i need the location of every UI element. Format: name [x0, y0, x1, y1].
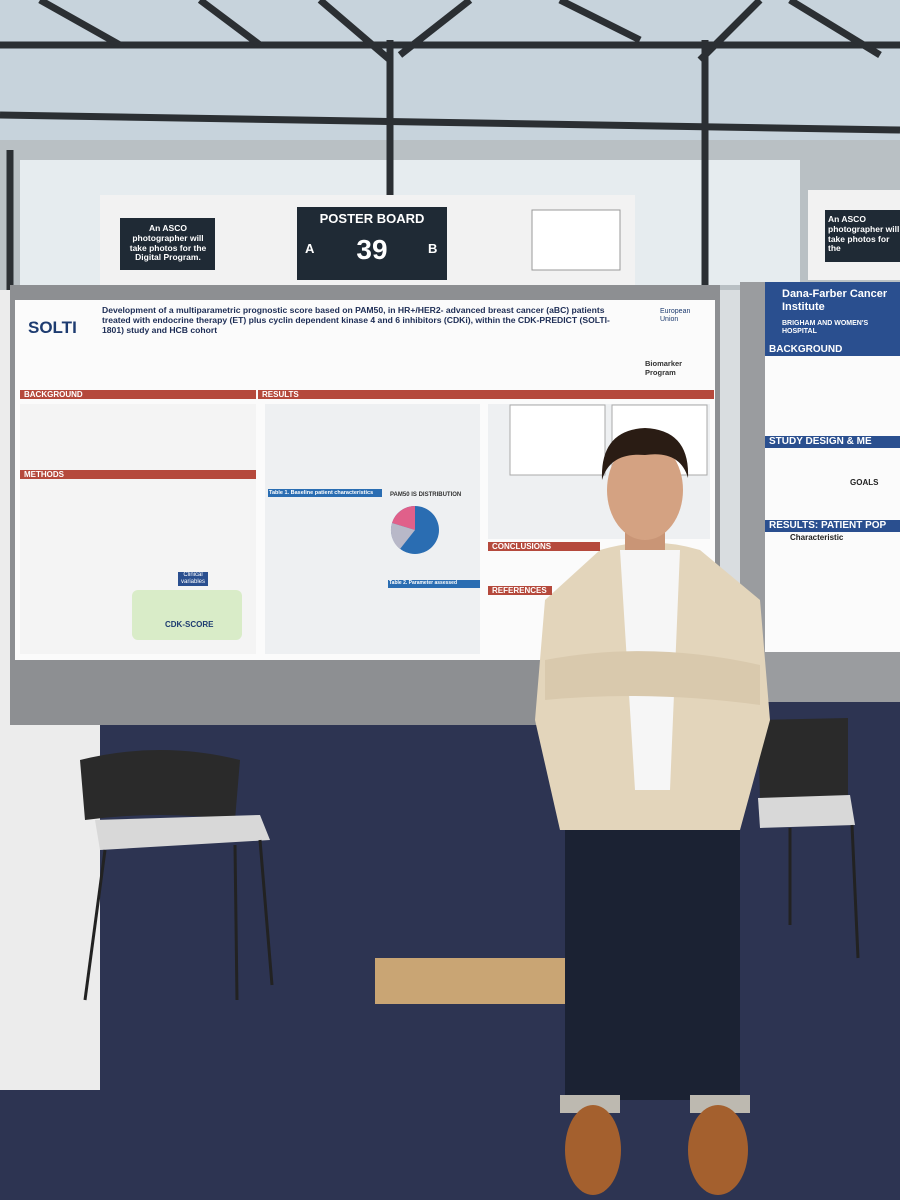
board-label: POSTER BOARD [319, 211, 425, 226]
section-header: BACKGROUND [765, 344, 900, 356]
right-poster-header [765, 282, 900, 344]
board-side: B [428, 241, 438, 256]
sign-text: An ASCO photographer will take photos fo… [129, 223, 207, 263]
board-number: 39 [356, 234, 388, 265]
left-chair [80, 750, 274, 1001]
diagram-box [132, 590, 242, 640]
section-header: BACKGROUND [20, 390, 256, 400]
photographer-sign-right [825, 210, 900, 262]
km-plot [509, 404, 606, 476]
funder: European Union [660, 308, 691, 324]
table-header: Characteristic [790, 533, 844, 542]
institute: Dana-Farber Cancer Institute [782, 288, 888, 313]
section-header: RESULTS: PATIENT POP [765, 520, 900, 532]
chart-title: PAM50 IS DISTRIBUTION [390, 492, 462, 498]
goals: GOALS [850, 478, 879, 487]
sign-text: An ASCO photographer will take photos fo… [828, 215, 900, 254]
instructions-paper [531, 209, 621, 271]
section-header: STUDY DESIGN & ME [765, 436, 900, 448]
table-title: Table 1. Baseline patient characteristic… [268, 489, 382, 498]
section-header: METHODS [20, 470, 256, 480]
section-header: REFERENCES [488, 586, 552, 596]
right-chair [758, 718, 860, 959]
photographer-sign [120, 218, 215, 270]
pie-slice [392, 505, 415, 530]
poster-logo: SOLTI [28, 318, 77, 337]
diagram-label: CDK-SCORE [165, 620, 214, 629]
board-side: A [305, 241, 315, 256]
poster-title: Development of a multiparametric prognos… [102, 305, 610, 335]
truss [0, 0, 900, 290]
diagram-label: Clinical variables [178, 572, 208, 586]
section-header: RESULTS [258, 390, 714, 400]
section-header: CONCLUSIONS [488, 542, 600, 552]
program: Biomarker Program [645, 359, 683, 377]
column-mid [265, 404, 480, 654]
pie-slice [390, 523, 415, 549]
hospital: BRIGHAM AND WOMEN'S HOSPITAL [782, 320, 869, 336]
person [535, 428, 770, 1195]
board-sign [297, 207, 447, 280]
table-title: Table 2. Parameter assessed [388, 580, 480, 588]
